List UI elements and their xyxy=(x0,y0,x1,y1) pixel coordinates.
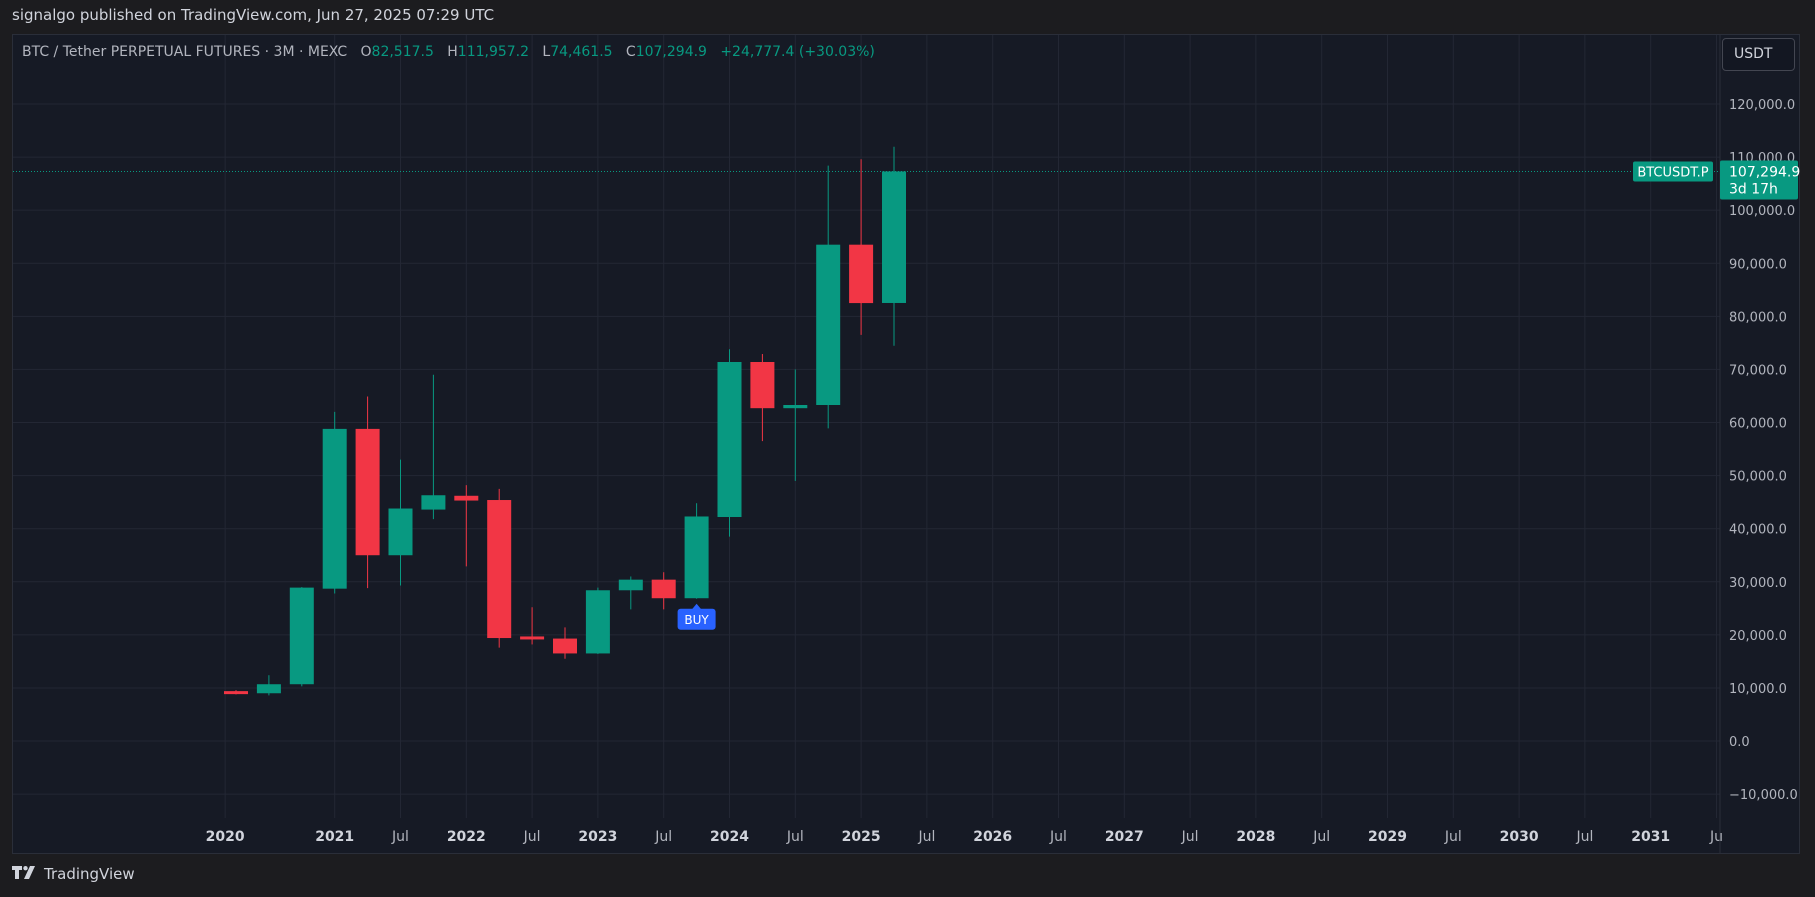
close-label: C xyxy=(625,44,636,60)
y-tick-label: 30,000.0 xyxy=(1729,576,1787,591)
y-tick-label: −10,000.0 xyxy=(1729,788,1798,803)
y-tick-label: 20,000.0 xyxy=(1729,629,1787,644)
x-tick-label: Jul xyxy=(1444,829,1462,845)
candle-body xyxy=(454,495,479,501)
candle-body xyxy=(651,579,676,599)
candle-body xyxy=(717,362,742,518)
footer-brand: TradingView xyxy=(12,864,135,884)
y-tick-label: 50,000.0 xyxy=(1729,470,1787,485)
x-tick-label: Jul xyxy=(1312,829,1330,845)
x-tick-label: Jul xyxy=(1575,829,1593,845)
x-tick-label: 2026 xyxy=(973,829,1012,845)
low-label: L xyxy=(542,44,551,60)
y-tick-label: 0.0 xyxy=(1729,735,1750,750)
change-value: +24,777.4 (+30.03%) xyxy=(720,44,875,60)
candle-body xyxy=(585,590,610,654)
x-tick-label: 2027 xyxy=(1105,829,1144,845)
symbol-legend: BTC / Tether PERPETUAL FUTURES · 3M · ME… xyxy=(22,44,875,60)
y-tick-label: 80,000.0 xyxy=(1729,310,1787,325)
y-tick-label: 100,000.0 xyxy=(1729,204,1795,219)
candle-body xyxy=(355,428,380,556)
x-tick-label: 2021 xyxy=(315,829,354,845)
y-tick-label: 70,000.0 xyxy=(1729,363,1787,378)
candle-body xyxy=(882,171,906,303)
x-tick-label: 2031 xyxy=(1631,829,1670,845)
ticker-tag xyxy=(1633,161,1713,182)
x-tick-label: 2029 xyxy=(1368,829,1407,845)
open-value: 82,517.5 xyxy=(371,44,434,60)
x-tick-label: Jul xyxy=(523,829,541,845)
price-scale-value: 107,294.9 xyxy=(1729,164,1800,180)
high-label: H xyxy=(447,44,458,60)
chart-frame xyxy=(12,34,1800,854)
x-tick-label: 2028 xyxy=(1236,829,1275,845)
x-tick-label: 2025 xyxy=(842,829,881,845)
x-tick-label: 2020 xyxy=(206,829,245,845)
x-tick-label: Jul xyxy=(917,829,935,845)
ticker-tag-label: BTCUSDT.P xyxy=(1637,165,1708,180)
currency-button[interactable]: USDT xyxy=(1722,38,1795,71)
x-tick-label: 2023 xyxy=(578,829,617,845)
candle-body xyxy=(520,636,545,640)
footer-brand-text: TradingView xyxy=(44,865,135,883)
published-info: signalgo published on TradingView.com, J… xyxy=(12,6,495,24)
candle-body xyxy=(618,579,643,591)
x-tick-label: 2022 xyxy=(447,829,486,845)
candle-body xyxy=(289,587,314,685)
y-tick-label: 90,000.0 xyxy=(1729,257,1787,272)
high-value: 111,957.2 xyxy=(457,44,530,60)
x-tick-label: Ju xyxy=(1709,829,1723,845)
candle-body xyxy=(553,638,577,654)
y-tick-label: 60,000.0 xyxy=(1729,417,1787,432)
candle-body xyxy=(750,362,775,409)
x-tick-label: Jul xyxy=(786,829,804,845)
candle-body xyxy=(322,428,347,589)
bar-countdown: 3d 17h xyxy=(1729,181,1778,197)
buy-signal-label: BUY xyxy=(684,613,709,627)
candle-body xyxy=(783,405,808,409)
y-tick-label: 10,000.0 xyxy=(1729,682,1787,697)
x-tick-label: 2024 xyxy=(710,829,749,845)
candle-body xyxy=(256,684,281,694)
x-tick-label: Jul xyxy=(1049,829,1067,845)
x-tick-label: Jul xyxy=(391,829,409,845)
candle-body xyxy=(487,500,512,639)
symbol-name: BTC / Tether PERPETUAL FUTURES · 3M · ME… xyxy=(22,44,348,60)
x-tick-label: Jul xyxy=(654,829,672,845)
open-label: O xyxy=(360,44,372,60)
low-value: 74,461.5 xyxy=(550,44,613,60)
close-value: 107,294.9 xyxy=(635,44,707,60)
candle-body xyxy=(849,244,874,304)
buy-signal-badge xyxy=(677,608,716,630)
tradingview-logo-icon xyxy=(12,864,38,884)
candle-body xyxy=(816,244,841,406)
x-tick-label: Jul xyxy=(1181,829,1199,845)
candle-body xyxy=(224,691,248,695)
buy-signal-arrow xyxy=(691,603,702,610)
candle-body xyxy=(421,495,446,510)
y-tick-label: 120,000.0 xyxy=(1729,98,1795,113)
y-tick-label: 40,000.0 xyxy=(1729,523,1787,538)
candle-body xyxy=(684,516,709,599)
candle-body xyxy=(388,508,413,556)
price-scale-label xyxy=(1720,160,1798,200)
x-tick-label: 2030 xyxy=(1500,829,1539,845)
